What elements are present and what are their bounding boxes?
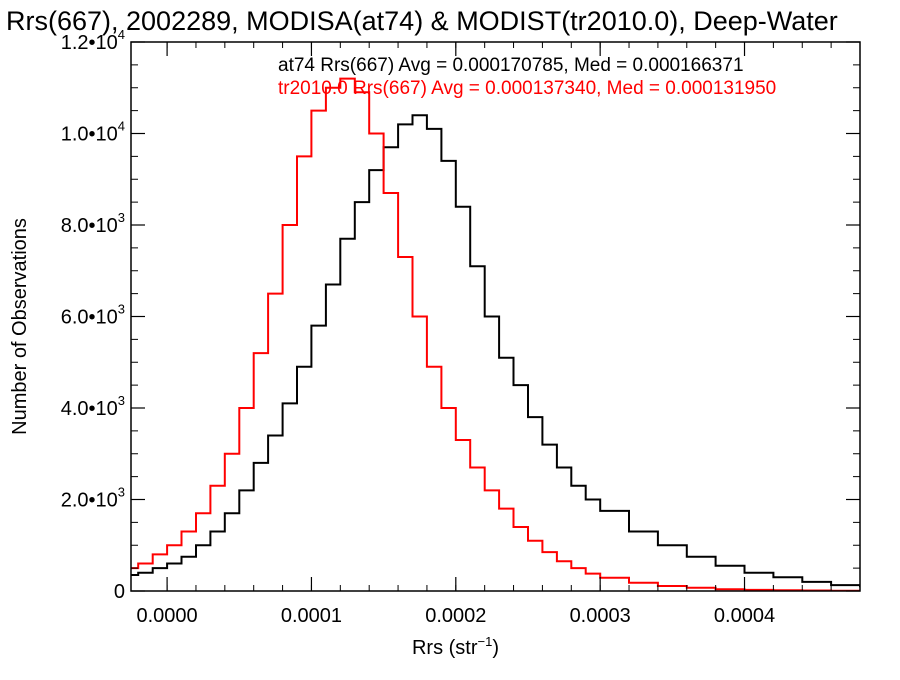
x-tick-label: 0.0000: [137, 605, 198, 627]
y-tick-label: 2.0•103: [61, 485, 125, 512]
y-tick-exponent: 4: [118, 27, 125, 42]
y-tick-mantissa: 1.0•10: [61, 124, 118, 146]
series-line-1: [131, 77, 860, 591]
x-axis-label-sup: −1: [478, 634, 493, 649]
y-tick-exponent: 3: [118, 302, 125, 317]
y-tick-label: 1.2•104: [61, 27, 125, 54]
y-tick-mantissa: 2.0•10: [61, 490, 118, 512]
x-tick-label: 0.0001: [281, 605, 342, 627]
y-tick-mantissa: 8.0•10: [61, 215, 118, 237]
y-tick-exponent: 3: [118, 393, 125, 408]
annotations-layer: at74 Rrs(667) Avg = 0.000170785, Med = 0…: [278, 55, 776, 99]
y-tick-mantissa: 0: [114, 581, 125, 603]
y-axis-layer: 02.0•1034.0•1036.0•1038.0•1031.0•1041.2•…: [61, 27, 860, 603]
x-axis-layer: 0.0000 0.0001 0.0002 0.0003 0.0004: [137, 42, 861, 627]
chart-title: Rrs(667), 2002289, MODISA(at74) & MODIST…: [6, 6, 838, 36]
y-tick-mantissa: 1.2•10: [61, 32, 118, 54]
chart-title-group: Rrs(667), 2002289, MODISA(at74) & MODIST…: [6, 6, 838, 36]
x-axis-label-main: Rrs (str: [412, 637, 478, 659]
annotation-1: tr2010.0 Rrs(667) Avg = 0.000137340, Med…: [278, 78, 776, 99]
y-tick-label: 1.0•104: [61, 119, 125, 146]
series-layer: [131, 77, 860, 591]
y-tick-label: 8.0•103: [61, 210, 125, 237]
x-tick-label: 0.0002: [425, 605, 486, 627]
x-tick-label: 0.0003: [570, 605, 631, 627]
annotation-0: at74 Rrs(667) Avg = 0.000170785, Med = 0…: [278, 55, 744, 76]
y-tick-exponent: 3: [118, 210, 125, 225]
y-tick-mantissa: 6.0•10: [61, 307, 118, 329]
y-tick-label: 4.0•103: [61, 393, 125, 420]
y-axis-label: Number of Observations: [9, 218, 31, 435]
axis-labels-layer: Rrs (str−1) Number of Observations: [9, 218, 499, 659]
x-axis-label-tail: ): [492, 637, 499, 659]
y-tick-exponent: 3: [118, 485, 125, 500]
series-line-0: [131, 114, 860, 588]
x-tick-label: 0.0004: [714, 605, 775, 627]
x-axis-label: Rrs (str−1): [412, 634, 499, 659]
y-tick-mantissa: 4.0•10: [61, 398, 118, 420]
y-tick-label: 6.0•103: [61, 302, 125, 329]
y-tick-exponent: 4: [118, 119, 125, 134]
y-tick-label: 0: [114, 581, 125, 603]
